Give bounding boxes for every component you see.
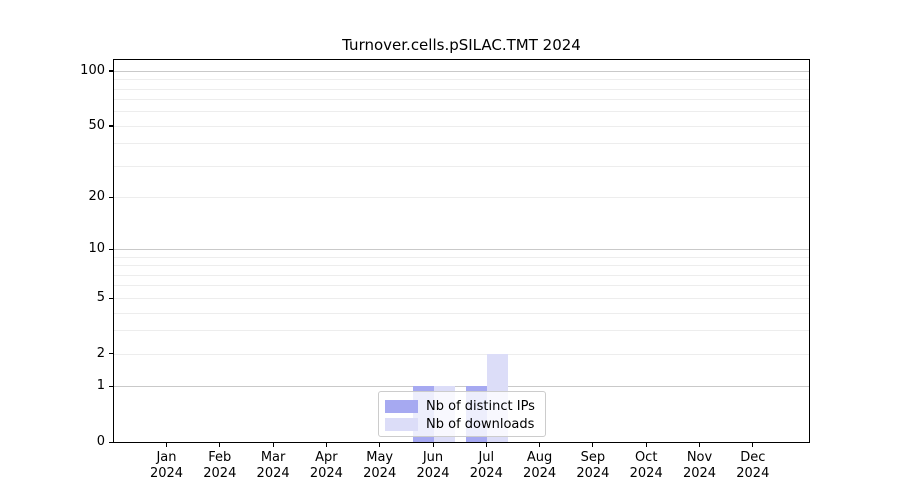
chart-title: Turnover.cells.pSILAC.TMT 2024	[342, 36, 581, 54]
gridline-minor	[114, 143, 809, 145]
y-tick-mark	[109, 70, 113, 72]
x-tick-label-jul: Jul 2024	[469, 450, 503, 481]
downloads-swatch-icon	[385, 417, 418, 431]
gridline-minor	[114, 256, 809, 258]
y-tick-mark	[109, 248, 113, 250]
gridline-minor	[114, 111, 809, 113]
gridline-minor	[114, 88, 809, 90]
gridline-minor	[114, 79, 809, 81]
x-tick-mark	[699, 443, 701, 448]
y-tick-label: 10	[88, 241, 105, 257]
gridline-major	[114, 249, 809, 251]
x-tick-label-oct: Oct 2024	[629, 450, 663, 481]
y-tick-label: 20	[88, 189, 105, 205]
x-tick-mark	[219, 443, 221, 448]
y-tick-label: 50	[88, 117, 105, 133]
y-tick-label: 0	[96, 434, 105, 450]
gridline-minor	[114, 99, 809, 101]
legend-item-downloads: Nb of downloads	[385, 415, 535, 433]
y-tick-label: 5	[96, 290, 105, 306]
distinct-ips-swatch-icon	[385, 399, 418, 413]
legend-label-downloads: Nb of downloads	[426, 416, 535, 432]
x-tick-mark	[432, 443, 434, 448]
x-tick-mark	[592, 443, 594, 448]
y-tick-mark	[109, 297, 113, 299]
x-tick-label-aug: Aug 2024	[523, 450, 557, 481]
y-tick-mark	[109, 441, 113, 443]
x-tick-mark	[645, 443, 647, 448]
x-tick-label-nov: Nov 2024	[682, 450, 717, 481]
y-tick-label: 2	[96, 345, 105, 361]
y-tick-mark	[109, 385, 113, 388]
x-tick-mark	[752, 443, 754, 448]
gridline-minor	[114, 197, 809, 199]
x-tick-label-apr: Apr 2024	[309, 450, 343, 481]
x-tick-label-sep: Sep 2024	[576, 450, 610, 481]
plot-area	[113, 59, 810, 443]
x-tick-label-jan: Jan 2024	[149, 450, 184, 481]
x-tick-label-feb: Feb 2024	[203, 450, 237, 481]
x-tick-mark	[379, 443, 381, 448]
x-tick-label-mar: Mar 2024	[256, 450, 290, 481]
gridline-minor	[114, 125, 809, 127]
y-tick-mark	[109, 353, 113, 355]
y-tick-mark	[109, 125, 113, 127]
legend-label-distinct-ips: Nb of distinct IPs	[426, 398, 535, 414]
gridline-major	[114, 386, 809, 388]
x-tick-label-dec: Dec 2024	[736, 450, 770, 481]
legend: Nb of distinct IPs Nb of downloads	[378, 391, 546, 437]
gridline-minor	[114, 330, 809, 332]
gridline-minor	[114, 165, 809, 167]
x-tick-mark	[166, 443, 168, 448]
gridline-minor	[114, 312, 809, 314]
y-tick-mark	[109, 196, 113, 198]
gridline-minor	[114, 285, 809, 287]
x-tick-label-jun: Jun 2024	[416, 450, 450, 481]
x-tick-mark	[539, 443, 541, 448]
gridline-minor	[114, 353, 809, 355]
y-tick-label: 1	[96, 378, 105, 394]
x-tick-mark	[325, 443, 327, 448]
y-tick-label: 100	[80, 62, 105, 78]
gridline-minor	[114, 297, 809, 299]
x-tick-mark	[272, 443, 274, 448]
gridline-minor	[114, 274, 809, 276]
x-tick-label-may: May 2024	[363, 450, 397, 481]
x-tick-mark	[485, 443, 487, 448]
legend-item-distinct-ips: Nb of distinct IPs	[385, 397, 535, 415]
gridline-minor	[114, 265, 809, 267]
gridline-major	[114, 70, 809, 72]
